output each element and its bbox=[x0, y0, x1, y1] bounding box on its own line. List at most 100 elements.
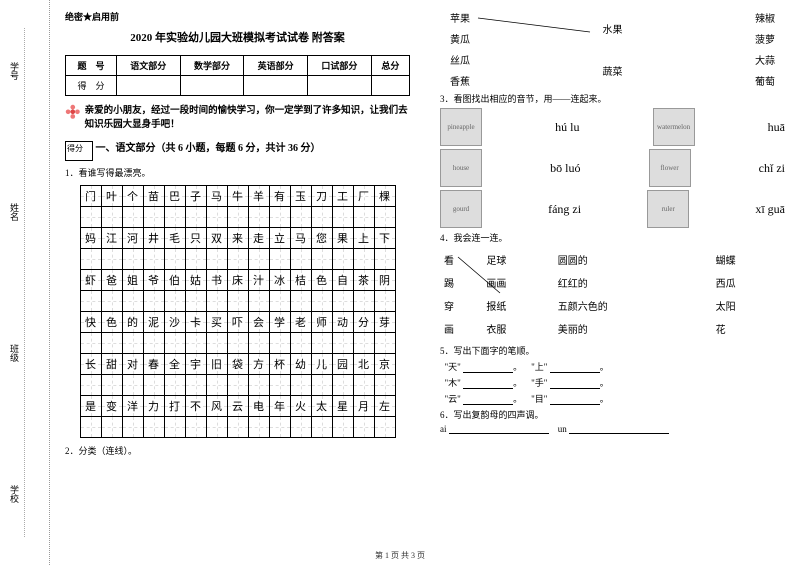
char-cell: 宇 bbox=[185, 353, 206, 374]
char-cell-blank bbox=[227, 248, 248, 269]
char-cell-blank bbox=[143, 332, 164, 353]
char-cell-blank bbox=[185, 374, 206, 395]
pinyin-text: fáng zi bbox=[548, 202, 581, 217]
char-cell-blank bbox=[248, 290, 269, 311]
blank-line bbox=[550, 379, 600, 389]
char-cell-blank bbox=[311, 374, 332, 395]
question-3: 3．看图找出相应的音节，用——连起来。 bbox=[440, 92, 785, 105]
char-cell-blank bbox=[164, 206, 185, 227]
m2-item: 画 bbox=[442, 318, 482, 339]
char-cell-blank bbox=[374, 416, 395, 437]
left-column: 绝密★启用前 2020 年实验幼儿园大班模拟考试试卷 附答案 题 号 语文部分 … bbox=[50, 0, 425, 565]
char-cell-blank bbox=[290, 374, 311, 395]
char-cell: 双 bbox=[206, 227, 227, 248]
score-cell bbox=[116, 76, 180, 96]
char-cell-blank bbox=[101, 374, 122, 395]
char-cell-blank bbox=[143, 416, 164, 437]
char-cell: 打 bbox=[164, 395, 185, 416]
char-cell-blank bbox=[122, 332, 143, 353]
score-table: 题 号 语文部分 数学部分 英语部分 口试部分 总分 得 分 bbox=[65, 55, 410, 96]
char-cell: 月 bbox=[353, 395, 374, 416]
char-cell: 茶 bbox=[353, 269, 374, 290]
char-cell-blank bbox=[332, 374, 353, 395]
char-cell: 长 bbox=[80, 353, 101, 374]
char-cell: 色 bbox=[101, 311, 122, 332]
char-cell: 方 bbox=[248, 353, 269, 374]
char-cell: 儿 bbox=[311, 353, 332, 374]
stroke-line: "云" 。 "目" 。 bbox=[440, 392, 785, 405]
char-cell: 风 bbox=[206, 395, 227, 416]
char-cell: 工 bbox=[332, 185, 353, 206]
char-cell: 全 bbox=[164, 353, 185, 374]
char-cell-blank bbox=[80, 332, 101, 353]
char-cell: 卡 bbox=[185, 311, 206, 332]
char-cell-blank bbox=[185, 416, 206, 437]
thumb-icon: pineapple bbox=[440, 108, 482, 146]
blank-line bbox=[569, 424, 669, 434]
char-cell: 井 bbox=[143, 227, 164, 248]
char-cell-blank bbox=[290, 416, 311, 437]
char-cell-blank bbox=[80, 206, 101, 227]
intro-block: 亲爱的小朋友，经过一段时间的愉快学习，你一定学到了许多知识，让我们去知识乐园大显… bbox=[65, 104, 410, 133]
char-cell-blank bbox=[227, 416, 248, 437]
question-1: 1．看谁写得最漂亮。 bbox=[65, 166, 410, 179]
char-cell: 桔 bbox=[290, 269, 311, 290]
char-cell: 星 bbox=[332, 395, 353, 416]
score-cell bbox=[371, 76, 409, 96]
char-cell-blank bbox=[290, 206, 311, 227]
char-cell: 牛 bbox=[227, 185, 248, 206]
char-cell: 园 bbox=[332, 353, 353, 374]
margin-label: 姓名 bbox=[8, 203, 21, 221]
pinyin-text: huā bbox=[768, 120, 785, 135]
binding-margin: 学号 姓名 班级 学校 bbox=[0, 0, 50, 565]
char-cell: 立 bbox=[269, 227, 290, 248]
match-item: 黄瓜 bbox=[450, 31, 470, 46]
page-footer: 第 1 页 共 3 页 bbox=[0, 550, 800, 561]
score-header: 英语部分 bbox=[244, 56, 308, 76]
char-cell: 毛 bbox=[164, 227, 185, 248]
char-cell-blank bbox=[269, 332, 290, 353]
exam-page: 学号 姓名 班级 学校 绝密★启用前 2020 年实验幼儿园大班模拟考试试卷 附… bbox=[0, 0, 800, 565]
char-cell: 沙 bbox=[164, 311, 185, 332]
q6-line: ai un bbox=[440, 424, 785, 434]
char-cell: 马 bbox=[206, 185, 227, 206]
char-cell-blank bbox=[374, 374, 395, 395]
char-cell-blank bbox=[101, 416, 122, 437]
char-cell-blank bbox=[80, 290, 101, 311]
char-cell-blank bbox=[185, 332, 206, 353]
q6-item: ai bbox=[440, 424, 447, 434]
char-cell-blank bbox=[122, 416, 143, 437]
thumb-icon: gourd bbox=[440, 190, 482, 228]
m2-item: 美丽的 bbox=[556, 318, 712, 339]
thumb-icon: flower bbox=[649, 149, 691, 187]
char-cell-blank bbox=[164, 374, 185, 395]
m2-item: 看 bbox=[442, 249, 482, 270]
char-cell-blank bbox=[248, 248, 269, 269]
char-cell: 门 bbox=[80, 185, 101, 206]
char-cell: 姐 bbox=[122, 269, 143, 290]
fold-line bbox=[24, 28, 25, 537]
char-cell-blank bbox=[143, 290, 164, 311]
char-cell: 妈 bbox=[80, 227, 101, 248]
flower-icon bbox=[65, 104, 81, 124]
char-cell-blank bbox=[332, 416, 353, 437]
char-cell: 不 bbox=[185, 395, 206, 416]
char-cell-blank bbox=[269, 374, 290, 395]
char-cell: 芽 bbox=[374, 311, 395, 332]
blank-line bbox=[463, 363, 513, 373]
char-cell: 姑 bbox=[185, 269, 206, 290]
pinyin-text: chǐ zi bbox=[759, 161, 785, 176]
intro-text: 亲爱的小朋友，经过一段时间的愉快学习，你一定学到了许多知识，让我们去知识乐园大显… bbox=[85, 104, 410, 133]
score-cell bbox=[180, 76, 244, 96]
char-cell-blank bbox=[206, 290, 227, 311]
char-cell-blank bbox=[353, 374, 374, 395]
char-cell-blank bbox=[269, 416, 290, 437]
char-cell: 有 bbox=[269, 185, 290, 206]
char-cell-blank bbox=[101, 332, 122, 353]
char-cell: 马 bbox=[290, 227, 311, 248]
char-cell-blank bbox=[227, 290, 248, 311]
char-cell-blank bbox=[206, 332, 227, 353]
match-mid: 水果 蔬菜 bbox=[603, 10, 623, 88]
char-cell: 只 bbox=[185, 227, 206, 248]
m2-item: 画画 bbox=[484, 272, 553, 293]
